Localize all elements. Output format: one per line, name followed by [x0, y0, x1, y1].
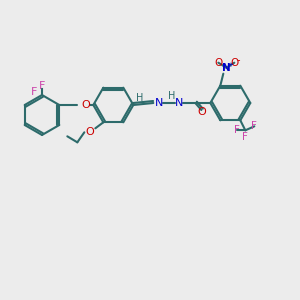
Text: F: F	[234, 125, 240, 135]
Text: -: -	[237, 55, 240, 65]
Text: F: F	[39, 81, 45, 91]
Text: N: N	[175, 98, 184, 108]
Text: O: O	[85, 127, 94, 137]
Text: H: H	[168, 91, 175, 101]
Text: H: H	[136, 93, 143, 103]
Text: F: F	[242, 132, 248, 142]
Text: O: O	[230, 58, 238, 68]
Text: O: O	[197, 107, 206, 117]
Text: O: O	[81, 100, 90, 110]
Text: N: N	[155, 98, 164, 108]
Text: F: F	[31, 87, 37, 97]
Text: F: F	[251, 121, 257, 131]
Text: O: O	[214, 58, 222, 68]
Text: N: N	[222, 63, 231, 73]
Text: +: +	[227, 62, 233, 68]
